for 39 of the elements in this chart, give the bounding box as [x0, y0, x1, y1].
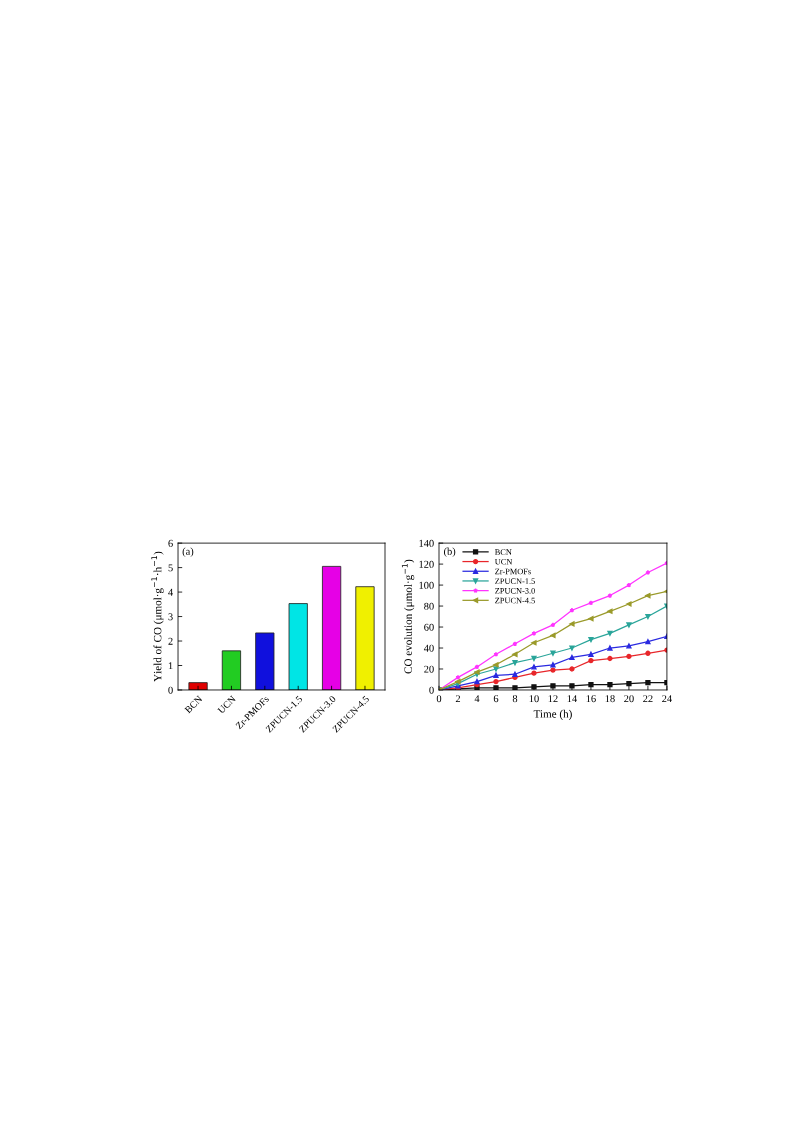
y-tick-label: 3	[168, 613, 173, 621]
legend-label: ZPUCN-1.5	[495, 578, 535, 584]
x-tick-label: 0	[436, 695, 442, 703]
x-tick-label: 10	[529, 695, 539, 703]
legend-label: ZPUCN-3.0	[495, 588, 535, 594]
x-tick-label: 6	[493, 695, 499, 703]
y-axis-title: Yield of CO (μmol·g$^{−1}$·h$^{−1}$)	[151, 551, 164, 682]
x-tick-label: 14	[567, 695, 577, 703]
x-tick-label: 18	[605, 695, 615, 703]
x-tick-label: 2	[455, 695, 461, 703]
y-tick-label: 20	[424, 665, 434, 673]
y-tick-label: 5	[168, 564, 173, 572]
legend-label: ZPUCN-4.5	[495, 597, 535, 604]
y-tick-label: 0	[429, 686, 434, 694]
x-tick-label: 22	[643, 695, 653, 703]
annotation: (a)	[182, 547, 194, 557]
x-tick-label: 4	[474, 695, 480, 703]
x-tick-label: 8	[512, 695, 518, 703]
y-tick-label: 140	[419, 539, 434, 547]
y-tick-label: 1	[168, 662, 173, 670]
y-tick-label: 2	[168, 637, 173, 645]
x-tick-label: 20	[624, 695, 634, 703]
y-tick-label: 120	[419, 560, 434, 568]
y-tick-label: 40	[423, 644, 434, 652]
legend-label: Zr-PMOFs	[495, 568, 531, 575]
y-tick-label: 100	[419, 581, 434, 589]
y-tick-label: 80	[424, 602, 434, 610]
x-axis-title: Time (h)	[533, 709, 572, 720]
y-tick-label: 6	[168, 539, 173, 547]
x-tick-label: 16	[586, 695, 596, 703]
y-tick-label: 4	[168, 588, 173, 596]
x-tick-label: 12	[548, 695, 558, 703]
y-tick-label: 0	[168, 686, 173, 694]
legend-label: BCN	[494, 549, 512, 555]
y-tick-label: 60	[424, 623, 434, 631]
legend-label: UCN	[494, 558, 513, 565]
annotation: (b)	[444, 547, 456, 557]
x-tick-label: 24	[662, 695, 672, 703]
y-axis-title: CO evolution (μmol·g$^{−1}$)	[401, 559, 415, 674]
